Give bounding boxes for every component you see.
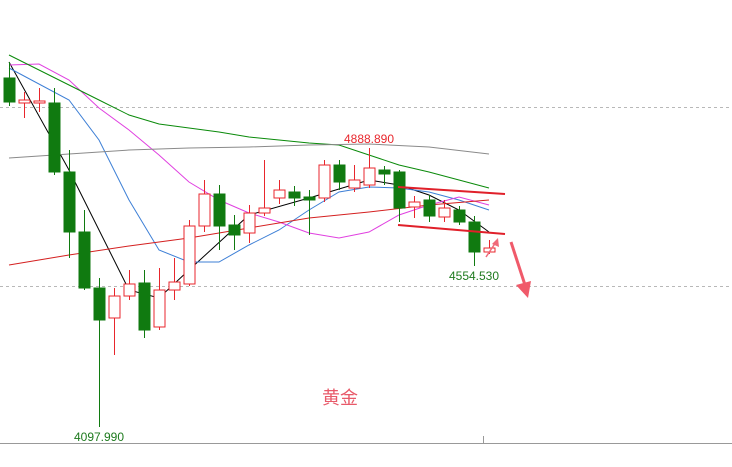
candle-body — [438, 207, 451, 218]
price-label: 4097.990 — [74, 430, 124, 444]
candle-body — [408, 201, 421, 208]
candle-body — [63, 171, 76, 233]
candle-body — [198, 193, 211, 227]
candle-body — [348, 179, 361, 189]
candle-body — [258, 207, 271, 214]
ma-line — [8, 54, 490, 189]
arrow-small — [485, 238, 499, 258]
candle-body — [318, 164, 331, 199]
ma-line — [8, 67, 490, 263]
candle-body — [378, 169, 391, 175]
candle-body — [78, 231, 91, 289]
candle-body — [228, 224, 241, 236]
candle-body — [123, 283, 136, 297]
candle-body — [183, 225, 196, 285]
candle-body — [168, 281, 181, 291]
candle-body — [468, 221, 481, 253]
candle-body — [108, 295, 121, 319]
ma-line — [8, 61, 490, 299]
candle-body — [303, 196, 316, 201]
ma-line — [8, 143, 490, 159]
candle-body — [423, 199, 436, 217]
candle-body — [288, 191, 301, 199]
candle-body — [333, 164, 346, 183]
trend-line — [397, 224, 506, 235]
candle-body — [393, 171, 406, 209]
arrow-down — [509, 241, 531, 298]
candle-body — [93, 287, 106, 321]
candle-body — [48, 102, 61, 173]
candle-body — [3, 77, 16, 103]
candle-body — [363, 167, 376, 186]
plot-area — [3, 54, 496, 427]
candle-body — [33, 100, 46, 104]
candle-body — [213, 193, 226, 227]
candle-body — [153, 289, 166, 328]
trend-line — [397, 186, 506, 195]
price-label: 4888.890 — [344, 132, 394, 146]
price-label: 4554.530 — [449, 269, 499, 283]
candle-body — [18, 99, 31, 104]
candle-body — [453, 209, 466, 223]
candle-body — [273, 189, 286, 199]
candle-body — [138, 282, 151, 331]
watermark: 黄金 — [322, 388, 358, 408]
candle-body — [243, 212, 256, 234]
